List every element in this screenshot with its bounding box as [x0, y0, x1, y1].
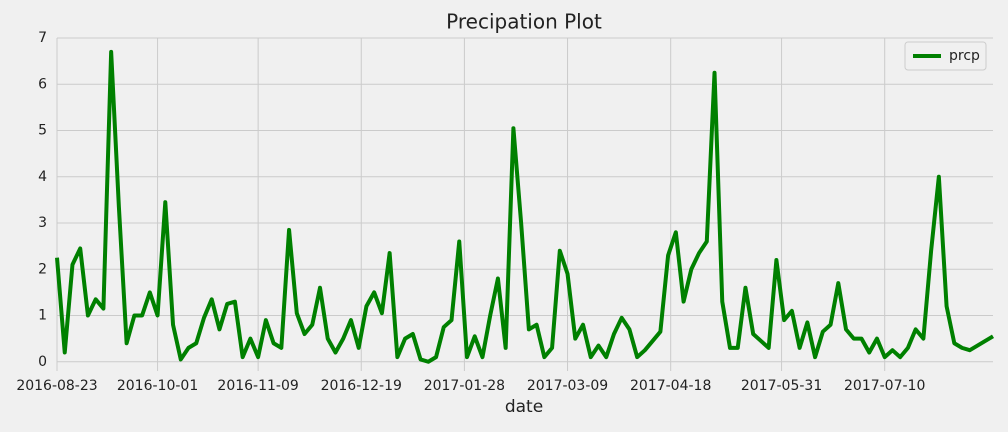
- x-axis-label: date: [505, 397, 543, 417]
- legend-box: [904, 41, 987, 71]
- x-tick-label: 2016-11-09: [217, 378, 298, 394]
- grid: [56, 37, 993, 371]
- legend-label: prcp: [949, 48, 980, 64]
- data-line: [55, 49, 995, 364]
- y-tick-label: 7: [38, 30, 47, 46]
- y-tick-label: 6: [38, 76, 47, 92]
- x-tick-label: 2017-03-09: [527, 378, 608, 394]
- x-tick-label: 2017-01-28: [424, 378, 505, 394]
- y-tick-label: 3: [38, 215, 47, 231]
- y-tick-label: 1: [38, 308, 47, 324]
- y-tick-label: 5: [38, 123, 47, 139]
- x-tick-label: 2016-12-19: [321, 378, 402, 394]
- y-tick-label: 0: [38, 354, 47, 370]
- x-tick-label: 2017-05-31: [741, 378, 822, 394]
- x-tick-label: 2016-08-23: [16, 378, 97, 394]
- y-tick-label: 4: [38, 169, 47, 185]
- chart-title: Precipation Plot: [446, 10, 602, 34]
- x-tick-label: 2017-07-10: [844, 378, 925, 394]
- x-tick-label: 2016-10-01: [117, 378, 198, 394]
- x-tick-label: 2017-04-18: [630, 378, 711, 394]
- y-tick-label: 2: [38, 261, 47, 277]
